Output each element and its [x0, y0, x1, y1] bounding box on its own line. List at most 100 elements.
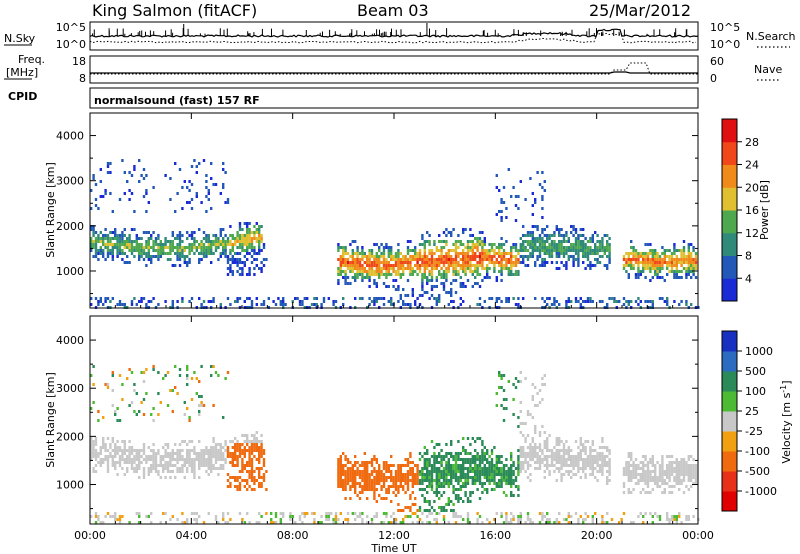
- heatmap-cell: [380, 485, 383, 488]
- heatmap-cell: [591, 464, 594, 467]
- heatmap-cell: [658, 276, 662, 279]
- heatmap-cell: [248, 458, 251, 461]
- heatmap-cell: [481, 485, 484, 488]
- heatmap-cell: [639, 261, 642, 264]
- heatmap-cell: [656, 270, 659, 273]
- heatmap-cell: [409, 509, 412, 512]
- heatmap-cell: [562, 452, 566, 455]
- heatmap-cell: [440, 449, 443, 452]
- heatmap-cell: [390, 267, 393, 270]
- heatmap-cell: [186, 231, 189, 234]
- heatmap-cell: [519, 515, 522, 518]
- heatmap-cell: [92, 174, 95, 177]
- heatmap-cell: [541, 246, 544, 249]
- heatmap-cell: [234, 464, 237, 467]
- heatmap-cell: [430, 258, 434, 261]
- heatmap-cell: [442, 270, 446, 273]
- heatmap-cell: [519, 461, 522, 464]
- heatmap-cell: [452, 512, 455, 515]
- heatmap-cell: [459, 497, 462, 500]
- heatmap-cell: [366, 261, 369, 264]
- heatmap-cell: [109, 237, 112, 240]
- heatmap-cell: [217, 452, 220, 455]
- heatmap-cell: [188, 440, 191, 443]
- heatmap-cell: [471, 246, 474, 249]
- heatmap-cell: [637, 482, 640, 485]
- colorbar-bin: [722, 431, 737, 452]
- heatmap-cell: [202, 404, 206, 407]
- heatmap-cell: [150, 467, 153, 470]
- heatmap-cell: [368, 479, 371, 482]
- heatmap-cell: [486, 252, 489, 255]
- heatmap-cell: [356, 270, 359, 273]
- heatmap-cell: [368, 303, 371, 306]
- heatmap-cell: [606, 255, 609, 258]
- heatmap-cell: [505, 470, 508, 473]
- heatmap-cell: [375, 473, 378, 476]
- heatmap-cell: [478, 464, 482, 467]
- heatmap-cell: [498, 485, 501, 488]
- heatmap-cell: [214, 449, 218, 452]
- heatmap-cell: [452, 515, 455, 518]
- heatmap-cell: [596, 234, 599, 237]
- heatmap-cell: [94, 237, 98, 240]
- heatmap-cell: [541, 425, 544, 428]
- heatmap-cell: [138, 467, 141, 470]
- heatmap-cell: [598, 249, 602, 252]
- heatmap-cell: [531, 440, 534, 443]
- heatmap-cell: [447, 473, 450, 476]
- heatmap-cell: [361, 473, 364, 476]
- heatmap-cell: [409, 249, 412, 252]
- heatmap-cell: [541, 243, 544, 246]
- heatmap-cell: [207, 237, 210, 240]
- heatmap-cell: [548, 521, 551, 524]
- heatmap-cell: [464, 458, 467, 461]
- heatmap-cell: [435, 300, 438, 303]
- heatmap-cell: [642, 476, 645, 479]
- heatmap-cell: [385, 270, 388, 273]
- heatmap-cell: [433, 464, 436, 467]
- heatmap-cell: [606, 482, 609, 485]
- heatmap-cell: [126, 246, 129, 249]
- heatmap-cell: [519, 431, 522, 434]
- heatmap-cell: [198, 440, 201, 443]
- colorbar-bin: [722, 141, 737, 165]
- heatmap-cell: [577, 467, 580, 470]
- heatmap-cell: [205, 249, 208, 252]
- heatmap-cell: [145, 455, 148, 458]
- heatmap-cell: [538, 252, 542, 255]
- heatmap-cell: [438, 297, 441, 300]
- heatmap-cell: [644, 267, 647, 270]
- heatmap-cell: [661, 482, 664, 485]
- heatmap-cell: [685, 518, 688, 521]
- heatmap-cell: [514, 467, 518, 470]
- heatmap-cell: [608, 458, 611, 461]
- heatmap-cell: [390, 485, 393, 488]
- heatmap-cell: [428, 503, 431, 506]
- heatmap-cell: [418, 264, 422, 267]
- heatmap-cell: [195, 165, 198, 168]
- heatmap-cell: [375, 300, 378, 303]
- heatmap-cell: [356, 261, 359, 264]
- heatmap-cell: [116, 303, 119, 306]
- colorbar-bin: [722, 451, 737, 472]
- heatmap-cell: [483, 476, 486, 479]
- heatmap-cell: [622, 482, 626, 485]
- heatmap-cell: [186, 443, 189, 446]
- heatmap-cell: [522, 249, 525, 252]
- heatmap-cell: [198, 258, 201, 261]
- heatmap-cell: [541, 258, 544, 261]
- heatmap-cell: [258, 458, 261, 461]
- heatmap-cell: [440, 282, 443, 285]
- heatmap-cell: [555, 455, 558, 458]
- heatmap-cell: [390, 264, 393, 267]
- heatmap-cell: [133, 240, 136, 243]
- heatmap-cell: [687, 470, 690, 473]
- heatmap-cell: [198, 162, 201, 165]
- heatmap-cell: [522, 255, 525, 258]
- heatmap-cell: [188, 189, 191, 192]
- heatmap-cell: [493, 473, 496, 476]
- heatmap-cell: [524, 246, 527, 249]
- heatmap-cell: [423, 249, 426, 252]
- heatmap-cell: [118, 246, 122, 249]
